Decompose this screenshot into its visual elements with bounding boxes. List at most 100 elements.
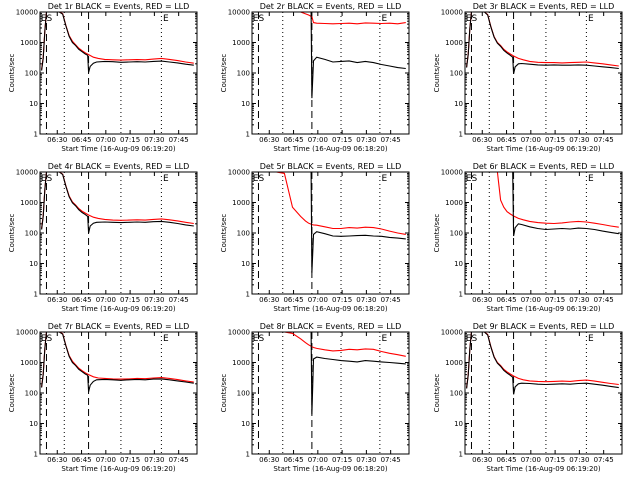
x-tick-label: 06:30 [259,456,279,464]
chart-title: Det 6r BLACK = Events, RED = LLD [473,162,615,171]
x-tick-label: 07:00 [308,136,328,144]
x-tick-label: 06:45 [496,136,516,144]
segment-label: ES [466,14,478,24]
series-line-events [253,172,406,273]
x-tick-label: 07:30 [356,136,376,144]
series-line-lld [253,172,406,235]
segment-label: E [163,14,169,24]
y-tick-label: 100 [237,390,250,398]
x-tick-label: 07:15 [120,136,140,144]
y-axis-label: Counts/sec [220,214,228,253]
x-tick-label: 07:15 [120,296,140,304]
x-axis-label: Start Time (16-Aug-09 06:18:20) [273,145,387,153]
x-tick-label: 06:30 [259,136,279,144]
series-line-events [466,332,619,395]
series-line-lld [466,332,619,388]
y-tick-label: 100 [237,230,250,238]
y-tick-label: 1000 [232,39,250,47]
x-tick-label: 07:45 [169,136,189,144]
y-tick-label: 100 [25,230,38,238]
y-tick-label: 1 [246,451,250,459]
y-tick-label: 10 [241,420,250,428]
x-tick-label: 07:00 [521,296,541,304]
x-tick-label: 07:15 [545,296,565,304]
y-tick-label: 1000 [20,39,38,47]
y-tick-label: 1000 [232,199,250,207]
y-tick-label: 10000 [441,329,463,337]
y-tick-label: 100 [450,390,463,398]
y-tick-label: 1 [459,291,463,299]
x-tick-label: 06:45 [283,136,303,144]
series-line-events [253,12,406,99]
y-tick-label: 10 [454,420,463,428]
y-tick-label: 100 [25,390,38,398]
x-tick-label: 07:45 [169,296,189,304]
segment-label: ES [41,174,53,184]
y-tick-label: 1 [459,451,463,459]
x-tick-label: 07:45 [594,296,614,304]
y-tick-label: 10 [29,420,38,428]
x-tick-label: 07:15 [545,456,565,464]
y-tick-label: 100 [25,70,38,78]
x-tick-label: 06:45 [71,456,91,464]
chart-panel: Det 4r BLACK = Events, RED = LLD 1 10 100 10… [8,162,198,313]
series-line-events [41,172,194,234]
x-axis-label: Start Time (16-Aug-09 06:19:20) [486,305,600,313]
y-tick-label: 1000 [20,359,38,367]
chart-panel: Det 9r BLACK = Events, RED = LLD 1 10 100 10… [433,322,623,473]
x-axis-label: Start Time (16-Aug-09 06:19:20) [61,305,175,313]
x-tick-label: 07:00 [308,296,328,304]
y-tick-label: 10000 [16,329,38,337]
y-tick-label: 10000 [228,9,250,17]
x-axis-label: Start Time (16-Aug-09 06:18:20) [273,305,387,313]
series-line-lld [41,332,194,387]
chart-title: Det 5r BLACK = Events, RED = LLD [260,162,402,171]
y-axis-label: Counts/sec [433,54,441,93]
y-tick-label: 10 [454,100,463,108]
series-line-lld [466,172,619,228]
chart-title: Det 8r BLACK = Events, RED = LLD [260,322,402,331]
chart-title: Det 9r BLACK = Events, RED = LLD [473,322,615,331]
x-axis-label: Start Time (16-Aug-09 06:19:20) [486,465,600,473]
y-tick-label: 10 [454,260,463,268]
y-tick-label: 1 [34,451,38,459]
segment-label: ES [253,334,265,344]
series-line-lld [41,12,194,70]
x-tick-label: 07:00 [96,296,116,304]
x-tick-label: 07:45 [594,136,614,144]
series-line-lld [253,12,406,25]
plot-frame [464,171,623,295]
series-line-events [41,12,194,73]
segment-label: E [588,174,594,184]
series-line-events [253,332,406,415]
x-tick-label: 07:30 [569,136,589,144]
series-line-events [466,12,619,74]
x-tick-label: 07:30 [144,136,164,144]
chart-panel: Det 5r BLACK = Events, RED = LLD 1 10 100 10… [220,162,410,313]
chart-panel: Det 2r BLACK = Events, RED = LLD 1 10 100 10… [220,2,410,153]
segment-label: ES [41,334,53,344]
x-tick-label: 07:30 [569,456,589,464]
chart-title: Det 2r BLACK = Events, RED = LLD [260,2,402,11]
x-tick-label: 07:45 [381,296,401,304]
y-tick-label: 1 [246,291,250,299]
y-tick-label: 10000 [16,169,38,177]
x-axis-label: Start Time (16-Aug-09 06:18:20) [273,465,387,473]
x-tick-label: 06:45 [71,136,91,144]
y-axis-label: Counts/sec [8,54,16,93]
y-axis-label: Counts/sec [220,374,228,413]
x-tick-label: 06:45 [283,456,303,464]
x-tick-label: 07:30 [144,456,164,464]
y-tick-label: 10000 [16,9,38,17]
chart-title: Det 4r BLACK = Events, RED = LLD [48,162,190,171]
segment-label: ES [253,14,265,24]
series-line-lld [41,172,194,229]
y-tick-label: 1 [34,131,38,139]
y-tick-label: 10 [241,100,250,108]
segment-label: E [163,174,169,184]
x-tick-label: 06:45 [283,296,303,304]
y-tick-label: 100 [237,70,250,78]
x-tick-label: 07:15 [332,456,352,464]
x-tick-label: 07:45 [381,456,401,464]
